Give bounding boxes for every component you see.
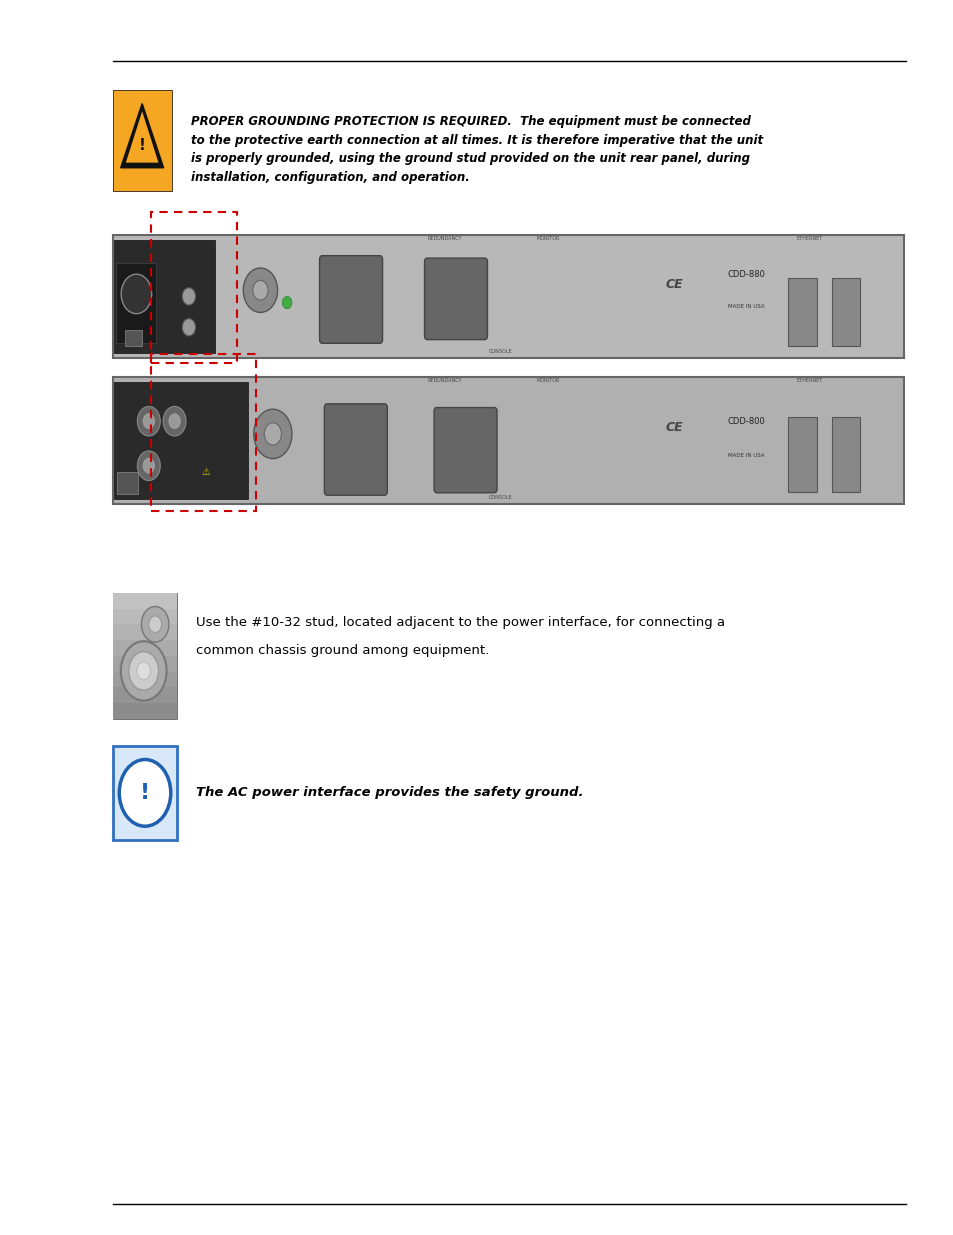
Text: REDUNDANCY: REDUNDANCY [428, 378, 462, 383]
Bar [114, 382, 248, 499]
Circle shape [137, 451, 160, 480]
Bar [125, 330, 142, 346]
FancyBboxPatch shape [319, 256, 382, 343]
Circle shape [121, 641, 167, 700]
FancyBboxPatch shape [434, 408, 497, 493]
Circle shape [119, 760, 171, 826]
Text: MADE IN USA: MADE IN USA [727, 304, 763, 309]
Bar [112, 609, 177, 625]
Text: MADE IN USA: MADE IN USA [727, 453, 763, 458]
Circle shape [136, 662, 151, 679]
Circle shape [182, 319, 195, 336]
Text: MONITOR: MONITOR [536, 236, 559, 241]
Bar [114, 240, 214, 353]
Circle shape [253, 409, 292, 458]
Bar [151, 212, 236, 363]
Bar [787, 278, 816, 346]
Circle shape [282, 296, 292, 309]
Polygon shape [120, 104, 163, 168]
Text: CDD-880: CDD-880 [726, 269, 764, 279]
Text: CE: CE [665, 421, 683, 433]
Text: CONSOLE: CONSOLE [488, 495, 512, 500]
Bar [112, 640, 177, 656]
Bar [112, 703, 177, 719]
Circle shape [243, 268, 277, 312]
Bar [112, 593, 177, 609]
Circle shape [169, 414, 180, 429]
Text: ETHERNET: ETHERNET [796, 236, 821, 241]
Circle shape [149, 616, 161, 632]
Bar [112, 593, 177, 719]
Text: ⚠: ⚠ [201, 467, 211, 477]
Text: The AC power interface provides the safety ground.: The AC power interface provides the safe… [195, 787, 582, 799]
Text: PROPER GROUNDING PROTECTION IS REQUIRED.  The equipment must be connected
to the: PROPER GROUNDING PROTECTION IS REQUIRED.… [191, 115, 762, 184]
Circle shape [129, 652, 158, 690]
Circle shape [141, 606, 169, 642]
Text: common chassis ground among equipment.: common chassis ground among equipment. [195, 645, 488, 657]
Circle shape [253, 280, 268, 300]
Text: CONSOLE: CONSOLE [488, 350, 512, 354]
Bar [112, 656, 177, 672]
Circle shape [264, 422, 281, 445]
Text: Use the #10-32 stud, located adjacent to the power interface, for connecting a: Use the #10-32 stud, located adjacent to… [195, 616, 724, 629]
Bar [112, 624, 177, 640]
Text: CE: CE [665, 278, 683, 290]
Bar [112, 746, 177, 840]
Circle shape [143, 458, 154, 473]
Text: !: ! [140, 783, 150, 803]
Circle shape [143, 414, 154, 429]
Text: REDUNDANCY: REDUNDANCY [428, 236, 462, 241]
Bar [112, 377, 903, 504]
Bar [112, 672, 177, 687]
Circle shape [137, 406, 160, 436]
Polygon shape [126, 111, 158, 163]
Circle shape [163, 406, 186, 436]
Bar [151, 354, 255, 511]
FancyBboxPatch shape [324, 404, 387, 495]
Bar [831, 417, 860, 492]
Bar [112, 235, 903, 358]
Bar [831, 278, 860, 346]
Text: MONITOR: MONITOR [536, 378, 559, 383]
Circle shape [182, 288, 195, 305]
FancyBboxPatch shape [424, 258, 487, 340]
Bar [117, 472, 138, 494]
Text: ETHERNET: ETHERNET [796, 378, 821, 383]
Circle shape [121, 274, 152, 314]
Bar [112, 687, 177, 703]
Bar [116, 263, 156, 343]
Text: CDD-800: CDD-800 [726, 416, 764, 426]
Text: !: ! [138, 138, 146, 153]
Bar [112, 90, 172, 191]
Bar [787, 417, 816, 492]
